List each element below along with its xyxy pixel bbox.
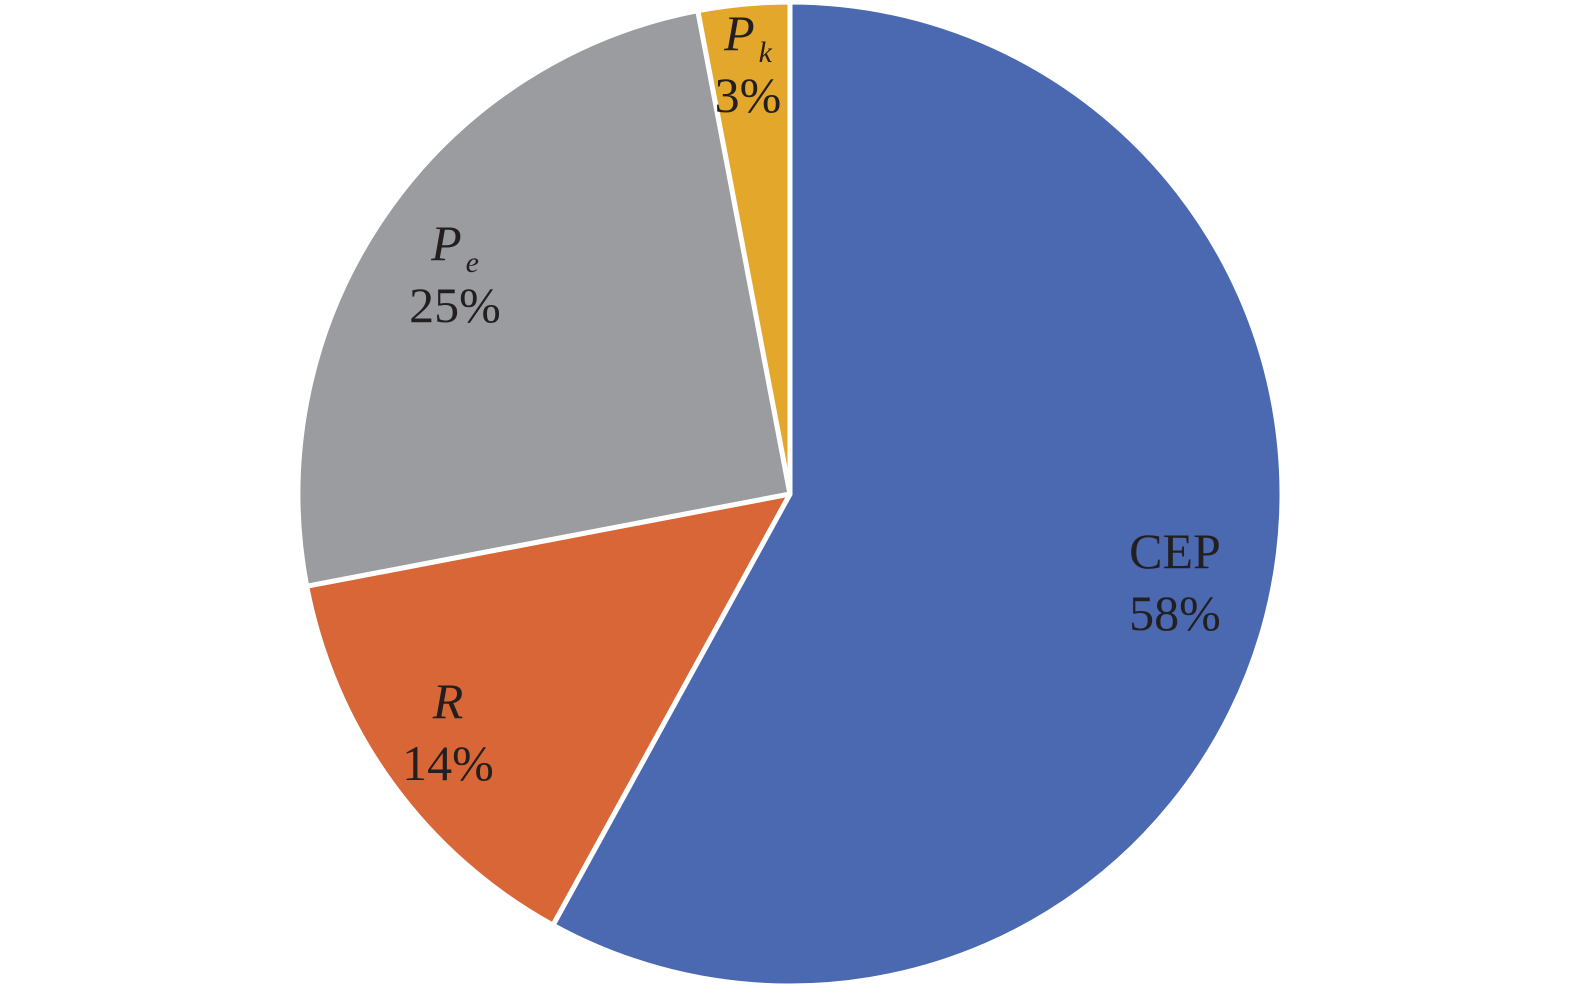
slice-name-subscript: k bbox=[759, 36, 773, 69]
pie-slice-cep bbox=[550, 0, 1285, 989]
pie-slice-pe bbox=[295, 8, 793, 589]
slice-percent-label: 58% bbox=[1129, 585, 1221, 641]
slice-name-label: R bbox=[432, 673, 464, 729]
slice-percent-label: 25% bbox=[409, 277, 501, 333]
slice-name-base: P bbox=[723, 5, 755, 61]
data-label-cep: CEP 58% bbox=[1129, 523, 1221, 641]
data-label-r: R 14% bbox=[402, 673, 494, 791]
slice-name-base: CEP bbox=[1129, 523, 1221, 579]
slice-name-label: CEP bbox=[1129, 523, 1221, 579]
slice-name-base: P bbox=[430, 215, 462, 271]
slice-percent-label: 14% bbox=[402, 735, 494, 791]
pie-slice-r bbox=[304, 491, 793, 928]
slice-name-subscript: e bbox=[466, 246, 479, 279]
slice-percent-label: 3% bbox=[715, 67, 782, 123]
pie-slice-pk bbox=[695, 0, 793, 497]
slices-layer bbox=[295, 0, 1285, 989]
slice-name-base: R bbox=[432, 673, 464, 729]
